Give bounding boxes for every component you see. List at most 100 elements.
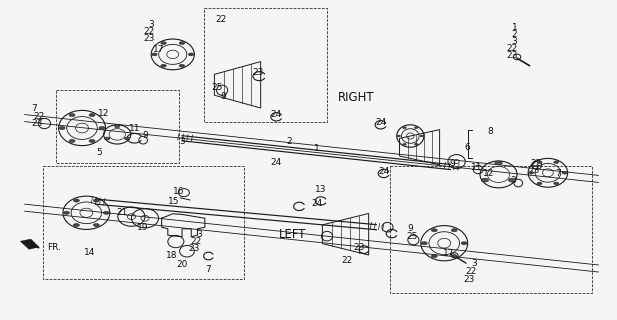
Circle shape (481, 178, 489, 182)
Text: 7: 7 (555, 169, 561, 178)
Text: 22: 22 (465, 268, 476, 276)
Text: 13: 13 (315, 185, 326, 194)
Text: 22: 22 (507, 44, 518, 53)
Text: 14: 14 (84, 248, 95, 257)
Text: 22: 22 (144, 27, 155, 36)
Circle shape (461, 242, 467, 245)
Circle shape (537, 161, 542, 164)
Circle shape (553, 182, 559, 185)
Text: 23: 23 (144, 34, 155, 43)
Circle shape (179, 64, 184, 67)
Text: 17: 17 (154, 45, 165, 54)
Text: 12: 12 (483, 169, 494, 178)
Circle shape (562, 172, 567, 174)
Circle shape (89, 114, 95, 116)
Text: 23: 23 (189, 244, 200, 253)
Circle shape (403, 143, 407, 145)
Text: 3: 3 (471, 260, 477, 268)
Circle shape (420, 135, 424, 137)
Circle shape (69, 140, 75, 142)
Text: 20: 20 (176, 260, 188, 269)
Text: 25: 25 (407, 232, 418, 241)
Circle shape (537, 182, 542, 185)
Text: 3: 3 (148, 20, 154, 29)
Circle shape (104, 137, 110, 140)
Circle shape (69, 114, 75, 116)
Text: 23: 23 (31, 119, 43, 128)
Circle shape (508, 178, 516, 182)
Circle shape (64, 211, 70, 214)
Text: 3: 3 (511, 37, 518, 46)
Text: 22: 22 (191, 237, 202, 246)
Circle shape (73, 199, 80, 202)
Circle shape (553, 161, 559, 164)
Text: 25: 25 (212, 83, 223, 92)
Circle shape (397, 135, 400, 137)
Circle shape (103, 211, 109, 214)
Text: 11: 11 (129, 124, 140, 133)
Text: 3: 3 (196, 230, 202, 239)
Text: 2: 2 (511, 30, 518, 39)
Text: 24: 24 (375, 118, 386, 127)
Circle shape (403, 127, 407, 129)
Text: 7: 7 (31, 104, 37, 113)
Text: 9: 9 (142, 131, 148, 140)
Text: LEFT: LEFT (279, 228, 307, 241)
Polygon shape (20, 239, 39, 249)
Text: FR.: FR. (48, 243, 61, 252)
Circle shape (93, 223, 99, 227)
Text: 3: 3 (510, 176, 516, 185)
Text: 21: 21 (117, 208, 128, 217)
Circle shape (99, 126, 105, 130)
Text: 22: 22 (215, 15, 226, 24)
Text: 1: 1 (313, 144, 320, 153)
Text: 15: 15 (168, 197, 180, 206)
Circle shape (431, 229, 437, 232)
Circle shape (451, 255, 457, 258)
Text: 23: 23 (507, 51, 518, 60)
Text: 23: 23 (354, 243, 365, 252)
Text: 2: 2 (286, 137, 292, 146)
Text: 3: 3 (179, 137, 185, 146)
Circle shape (161, 42, 167, 44)
Circle shape (161, 64, 167, 67)
Text: 18: 18 (166, 251, 177, 260)
Text: 23: 23 (463, 276, 474, 284)
Circle shape (179, 42, 184, 44)
Text: 24: 24 (311, 199, 322, 208)
Text: 11: 11 (471, 163, 482, 172)
Circle shape (421, 242, 428, 245)
Text: 12: 12 (98, 109, 109, 118)
Text: 6: 6 (465, 143, 471, 152)
Circle shape (93, 199, 99, 202)
Text: 17: 17 (444, 249, 455, 258)
Text: 8: 8 (487, 127, 494, 136)
Text: 9: 9 (449, 159, 455, 168)
Text: 5: 5 (96, 148, 102, 156)
Text: 7: 7 (205, 265, 211, 274)
Text: RIGHT: RIGHT (338, 91, 375, 104)
Text: 16: 16 (173, 188, 184, 196)
Text: 9: 9 (220, 92, 226, 101)
Circle shape (125, 137, 130, 140)
Text: 9: 9 (407, 224, 413, 233)
Text: 23: 23 (528, 166, 539, 175)
Text: 24: 24 (378, 167, 389, 176)
Text: 24: 24 (270, 110, 281, 119)
Text: 23: 23 (252, 68, 263, 77)
Text: 22: 22 (530, 159, 541, 168)
Circle shape (73, 223, 80, 227)
Text: 22: 22 (33, 112, 44, 121)
Circle shape (188, 53, 194, 56)
Text: 24: 24 (270, 158, 281, 167)
Circle shape (89, 140, 95, 142)
Circle shape (152, 53, 157, 56)
Circle shape (414, 143, 418, 145)
Text: 1: 1 (511, 23, 518, 32)
Text: 19: 19 (138, 223, 149, 232)
Circle shape (495, 161, 502, 165)
Circle shape (529, 172, 534, 174)
Circle shape (115, 125, 120, 128)
Circle shape (59, 126, 65, 130)
Circle shape (414, 127, 418, 129)
